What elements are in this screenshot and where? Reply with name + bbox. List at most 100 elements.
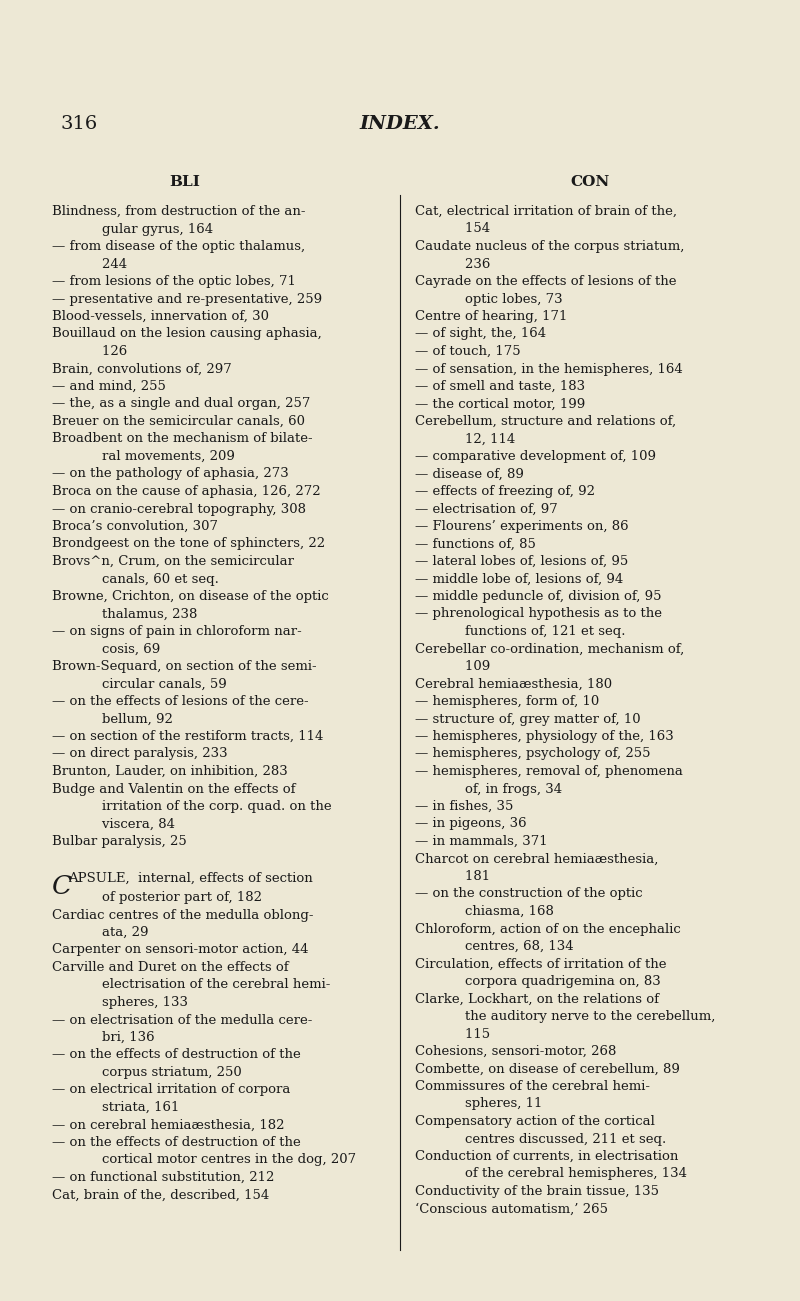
Text: Compensatory action of the cortical: Compensatory action of the cortical xyxy=(415,1115,655,1128)
Text: — functions of, 85: — functions of, 85 xyxy=(415,537,536,550)
Text: — the, as a single and dual organ, 257: — the, as a single and dual organ, 257 xyxy=(52,398,310,411)
Text: — on the effects of destruction of the: — on the effects of destruction of the xyxy=(52,1049,301,1062)
Text: Cerebellar co-ordination, mechanism of,: Cerebellar co-ordination, mechanism of, xyxy=(415,643,684,656)
Text: — effects of freezing of, 92: — effects of freezing of, 92 xyxy=(415,485,595,498)
Text: bellum, 92: bellum, 92 xyxy=(85,713,173,726)
Text: of the cerebral hemispheres, 134: of the cerebral hemispheres, 134 xyxy=(448,1167,687,1180)
Text: 12, 114: 12, 114 xyxy=(448,432,515,445)
Text: Breuer on the semicircular canals, 60: Breuer on the semicircular canals, 60 xyxy=(52,415,305,428)
Text: — lateral lobes of, lesions of, 95: — lateral lobes of, lesions of, 95 xyxy=(415,556,628,569)
Text: BLI: BLI xyxy=(170,176,201,189)
Text: Cohesions, sensori-motor, 268: Cohesions, sensori-motor, 268 xyxy=(415,1045,616,1058)
Text: 244: 244 xyxy=(85,258,127,271)
Text: Circulation, effects of irritation of the: Circulation, effects of irritation of th… xyxy=(415,958,666,971)
Text: Commissures of the cerebral hemi-: Commissures of the cerebral hemi- xyxy=(415,1080,650,1093)
Text: 154: 154 xyxy=(448,222,490,235)
Text: Broadbent on the mechanism of bilate-: Broadbent on the mechanism of bilate- xyxy=(52,432,313,445)
Text: — hemispheres, psychology of, 255: — hemispheres, psychology of, 255 xyxy=(415,748,650,761)
Text: Cardiac centres of the medulla oblong-: Cardiac centres of the medulla oblong- xyxy=(52,908,314,921)
Text: — in pigeons, 36: — in pigeons, 36 xyxy=(415,817,526,830)
Text: — hemispheres, physiology of the, 163: — hemispheres, physiology of the, 163 xyxy=(415,730,674,743)
Text: centres, 68, 134: centres, 68, 134 xyxy=(448,941,574,954)
Text: canals, 60 et seq.: canals, 60 et seq. xyxy=(85,572,219,585)
Text: Cat, brain of the, described, 154: Cat, brain of the, described, 154 xyxy=(52,1189,270,1202)
Text: Caudate nucleus of the corpus striatum,: Caudate nucleus of the corpus striatum, xyxy=(415,239,684,252)
Text: corpora quadrigemina on, 83: corpora quadrigemina on, 83 xyxy=(448,974,661,987)
Text: — the cortical motor, 199: — the cortical motor, 199 xyxy=(415,398,586,411)
Text: — comparative development of, 109: — comparative development of, 109 xyxy=(415,450,656,463)
Text: Brunton, Lauder, on inhibition, 283: Brunton, Lauder, on inhibition, 283 xyxy=(52,765,288,778)
Text: gular gyrus, 164: gular gyrus, 164 xyxy=(85,222,213,235)
Text: — of touch, 175: — of touch, 175 xyxy=(415,345,521,358)
Text: — in mammals, 371: — in mammals, 371 xyxy=(415,835,548,848)
Text: — and mind, 255: — and mind, 255 xyxy=(52,380,166,393)
Text: 126: 126 xyxy=(85,345,127,358)
Text: irritation of the corp. quad. on the: irritation of the corp. quad. on the xyxy=(85,800,332,813)
Text: — on cerebral hemiaæsthesia, 182: — on cerebral hemiaæsthesia, 182 xyxy=(52,1119,285,1132)
Text: Cerebral hemiaæsthesia, 180: Cerebral hemiaæsthesia, 180 xyxy=(415,678,612,691)
Text: — presentative and re-presentative, 259: — presentative and re-presentative, 259 xyxy=(52,293,322,306)
Text: — hemispheres, form of, 10: — hemispheres, form of, 10 xyxy=(415,695,599,708)
Text: — middle lobe of, lesions of, 94: — middle lobe of, lesions of, 94 xyxy=(415,572,623,585)
Text: ral movements, 209: ral movements, 209 xyxy=(85,450,235,463)
Text: Combette, on disease of cerebellum, 89: Combette, on disease of cerebellum, 89 xyxy=(415,1063,680,1076)
Text: — structure of, grey matter of, 10: — structure of, grey matter of, 10 xyxy=(415,713,641,726)
Text: chiasma, 168: chiasma, 168 xyxy=(448,905,554,919)
Text: spheres, 11: spheres, 11 xyxy=(448,1098,542,1111)
Text: Conduction of currents, in electrisation: Conduction of currents, in electrisation xyxy=(415,1150,678,1163)
Text: Broca on the cause of aphasia, 126, 272: Broca on the cause of aphasia, 126, 272 xyxy=(52,485,321,498)
Text: circular canals, 59: circular canals, 59 xyxy=(85,678,226,691)
Text: Cayrade on the effects of lesions of the: Cayrade on the effects of lesions of the xyxy=(415,275,677,288)
Text: 109: 109 xyxy=(448,660,490,673)
Text: — Flourens’ experiments on, 86: — Flourens’ experiments on, 86 xyxy=(415,520,629,533)
Text: — on direct paralysis, 233: — on direct paralysis, 233 xyxy=(52,748,228,761)
Text: — disease of, 89: — disease of, 89 xyxy=(415,467,524,480)
Text: — hemispheres, removal of, phenomena: — hemispheres, removal of, phenomena xyxy=(415,765,683,778)
Text: 316: 316 xyxy=(60,114,98,133)
Text: Chloroform, action of on the encephalic: Chloroform, action of on the encephalic xyxy=(415,922,681,935)
Text: Cerebellum, structure and relations of,: Cerebellum, structure and relations of, xyxy=(415,415,676,428)
Text: — on the pathology of aphasia, 273: — on the pathology of aphasia, 273 xyxy=(52,467,289,480)
Text: — on electrisation of the medulla cere-: — on electrisation of the medulla cere- xyxy=(52,1013,312,1026)
Text: thalamus, 238: thalamus, 238 xyxy=(85,608,198,621)
Text: Budge and Valentin on the effects of: Budge and Valentin on the effects of xyxy=(52,782,295,795)
Text: — on electrical irritation of corpora: — on electrical irritation of corpora xyxy=(52,1084,290,1097)
Text: viscera, 84: viscera, 84 xyxy=(85,817,175,830)
Text: APSULE,  internal, effects of section: APSULE, internal, effects of section xyxy=(68,872,313,885)
Text: Carville and Duret on the effects of: Carville and Duret on the effects of xyxy=(52,961,289,974)
Text: — on the construction of the optic: — on the construction of the optic xyxy=(415,887,642,900)
Text: — in fishes, 35: — in fishes, 35 xyxy=(415,800,514,813)
Text: optic lobes, 73: optic lobes, 73 xyxy=(448,293,562,306)
Text: — electrisation of, 97: — electrisation of, 97 xyxy=(415,502,558,515)
Text: — middle peduncle of, division of, 95: — middle peduncle of, division of, 95 xyxy=(415,589,662,602)
Text: bri, 136: bri, 136 xyxy=(85,1030,154,1043)
Text: — from lesions of the optic lobes, 71: — from lesions of the optic lobes, 71 xyxy=(52,275,296,288)
Text: Brondgeest on the tone of sphincters, 22: Brondgeest on the tone of sphincters, 22 xyxy=(52,537,325,550)
Text: Bouillaud on the lesion causing aphasia,: Bouillaud on the lesion causing aphasia, xyxy=(52,328,322,341)
Text: centres discussed, 211 et seq.: centres discussed, 211 et seq. xyxy=(448,1132,666,1145)
Text: 181: 181 xyxy=(448,870,490,883)
Text: 236: 236 xyxy=(448,258,490,271)
Text: Brain, convolutions of, 297: Brain, convolutions of, 297 xyxy=(52,363,232,376)
Text: 115: 115 xyxy=(448,1028,490,1041)
Text: — from disease of the optic thalamus,: — from disease of the optic thalamus, xyxy=(52,239,305,252)
Text: — on the effects of destruction of the: — on the effects of destruction of the xyxy=(52,1136,301,1149)
Text: — on cranio-cerebral topography, 308: — on cranio-cerebral topography, 308 xyxy=(52,502,306,515)
Text: Cat, electrical irritation of brain of the,: Cat, electrical irritation of brain of t… xyxy=(415,206,677,219)
Text: C: C xyxy=(52,873,72,899)
Text: of, in frogs, 34: of, in frogs, 34 xyxy=(448,782,562,795)
Text: Brown-Sequard, on section of the semi-: Brown-Sequard, on section of the semi- xyxy=(52,660,317,673)
Text: Clarke, Lockhart, on the relations of: Clarke, Lockhart, on the relations of xyxy=(415,993,659,1006)
Text: — phrenological hypothesis as to the: — phrenological hypothesis as to the xyxy=(415,608,662,621)
Text: Conductivity of the brain tissue, 135: Conductivity of the brain tissue, 135 xyxy=(415,1185,659,1198)
Text: ‘Conscious automatism,’ 265: ‘Conscious automatism,’ 265 xyxy=(415,1202,608,1215)
Text: Charcot on cerebral hemiaæsthesia,: Charcot on cerebral hemiaæsthesia, xyxy=(415,852,658,865)
Text: Bulbar paralysis, 25: Bulbar paralysis, 25 xyxy=(52,835,186,848)
Text: ata, 29: ata, 29 xyxy=(85,926,149,939)
Text: Brovs^n, Crum, on the semicircular: Brovs^n, Crum, on the semicircular xyxy=(52,556,294,569)
Text: corpus striatum, 250: corpus striatum, 250 xyxy=(85,1066,242,1079)
Text: Carpenter on sensori-motor action, 44: Carpenter on sensori-motor action, 44 xyxy=(52,943,309,956)
Text: striata, 161: striata, 161 xyxy=(85,1101,179,1114)
Text: functions of, 121 et seq.: functions of, 121 et seq. xyxy=(448,624,626,637)
Text: Centre of hearing, 171: Centre of hearing, 171 xyxy=(415,310,567,323)
